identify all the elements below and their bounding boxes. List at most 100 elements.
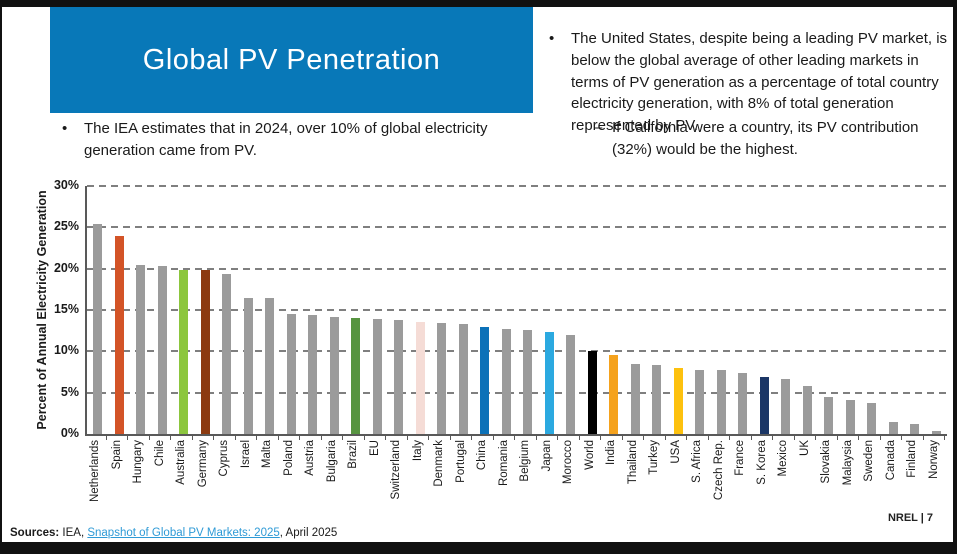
bar-belgium xyxy=(523,329,533,434)
x-tick xyxy=(881,436,902,440)
x-tick xyxy=(601,436,623,440)
bar-poland xyxy=(286,314,296,434)
bar-slot-netherlands xyxy=(87,186,109,434)
bar-norway xyxy=(931,430,941,434)
x-label-finland: Finland xyxy=(906,440,918,478)
bar-romania xyxy=(501,329,511,434)
sources-post: , April 2025 xyxy=(279,527,338,539)
x-label-switzerland: Switzerland xyxy=(390,440,402,500)
x-tick xyxy=(816,436,838,440)
bar-slot-portugal xyxy=(453,186,475,434)
x-label-portugal: Portugal xyxy=(454,440,467,483)
x-label-cell-uk: UK xyxy=(795,440,817,520)
x-label-cell-s-africa: S. Africa xyxy=(687,440,709,520)
bar-portugal xyxy=(458,324,468,434)
bar-finland xyxy=(910,424,920,434)
x-tick xyxy=(193,436,214,440)
bar-slot-canada xyxy=(883,186,905,434)
bar-slot-sweden xyxy=(861,186,883,434)
x-tick xyxy=(902,436,924,440)
x-label-cell-turkey: Turkey xyxy=(644,440,666,520)
sources-line: Sources: IEA, Snapshot of Global PV Mark… xyxy=(10,527,337,539)
x-label-cell-israel: Israel xyxy=(236,440,258,520)
bar-australia xyxy=(179,269,189,434)
x-tick xyxy=(408,436,429,440)
bar-denmark xyxy=(437,323,447,434)
bar-morocco xyxy=(566,334,576,434)
x-label-cell-portugal: Portugal xyxy=(451,440,473,520)
right-sub-bullet-item: – If California were a country, its PV c… xyxy=(594,117,956,161)
sources-link[interactable]: Snapshot of Global PV Markets: 2025 xyxy=(87,527,280,539)
x-label-eu: EU xyxy=(368,440,381,456)
x-tick xyxy=(171,436,193,440)
bar-slot-france xyxy=(732,186,754,434)
bar-slot-bulgaria xyxy=(324,186,346,434)
y-tick-label: 30% xyxy=(53,178,79,192)
gridline-25 xyxy=(87,226,947,229)
bar-cyprus xyxy=(222,273,232,434)
x-label-cell-denmark: Denmark xyxy=(429,440,451,520)
x-label-cell-switzerland: Switzerland xyxy=(386,440,408,520)
x-label-cell-s-korea: S. Korea xyxy=(752,440,774,520)
x-label-cell-poland: Poland xyxy=(279,440,301,520)
x-label-cell-spain: Spain xyxy=(107,440,129,520)
x-tick xyxy=(107,436,128,440)
y-tick-label: 10% xyxy=(53,343,79,358)
x-label-israel: Israel xyxy=(239,440,252,469)
bar-slot-thailand xyxy=(625,186,647,434)
x-tick xyxy=(709,436,730,440)
pv-penetration-bar-chart: Percent of Annual Electricity Generation… xyxy=(30,178,950,523)
sources-pre: IEA, xyxy=(59,527,88,539)
bar-malta xyxy=(265,297,275,434)
bar-slot-israel xyxy=(238,186,260,434)
bar-slot-austria xyxy=(302,186,324,434)
bar-sweden xyxy=(867,402,877,434)
bar-japan xyxy=(544,331,554,434)
y-tick-label: 15% xyxy=(53,302,79,316)
x-label-poland: Poland xyxy=(282,440,295,476)
x-label-slovakia: Slovakia xyxy=(820,440,832,484)
dash-marker: – xyxy=(594,119,603,136)
x-tick xyxy=(128,436,150,440)
x-label-cell-australia: Australia xyxy=(171,440,193,520)
x-label-cell-sweden: Sweden xyxy=(859,440,881,520)
x-label-usa: USA xyxy=(669,440,682,464)
bar-slot-switzerland xyxy=(388,186,410,434)
bar-israel xyxy=(243,297,253,434)
bar-slot-china xyxy=(474,186,496,434)
x-label-cell-chile: Chile xyxy=(150,440,172,520)
x-label-australia: Australia xyxy=(175,440,187,485)
x-label-cell-bulgaria: Bulgaria xyxy=(322,440,344,520)
x-label-morocco: Morocco xyxy=(562,440,574,485)
x-label-italy: Italy xyxy=(411,440,424,462)
x-label-japan: Japan xyxy=(540,440,553,472)
x-tick xyxy=(150,436,171,440)
bar-slot-romania xyxy=(496,186,518,434)
x-tick xyxy=(451,436,472,440)
bar-mexico xyxy=(781,379,791,434)
bar-slot-world xyxy=(582,186,604,434)
y-tick-label: 20% xyxy=(53,260,79,275)
x-tick xyxy=(730,436,752,440)
x-label-austria: Austria xyxy=(304,440,316,476)
x-label-thailand: Thailand xyxy=(626,440,639,485)
x-label-romania: Romania xyxy=(497,440,510,487)
bar-slot-s-africa xyxy=(689,186,711,434)
bar-eu xyxy=(372,319,382,434)
bar-malaysia xyxy=(845,400,855,434)
bar-slot-poland xyxy=(281,186,303,434)
x-tick xyxy=(386,436,408,440)
x-label-spain: Spain xyxy=(110,440,123,470)
x-label-cell-world: World xyxy=(580,440,602,520)
x-label-cell-thailand: Thailand xyxy=(623,440,645,520)
x-label-cell-netherlands: Netherlands xyxy=(85,440,107,520)
x-tick xyxy=(623,436,644,440)
bar-slot-slovakia xyxy=(818,186,840,434)
x-tick xyxy=(515,436,537,440)
bar-czech-rep- xyxy=(716,370,726,434)
x-tick xyxy=(773,436,795,440)
x-label-cell-usa: USA xyxy=(666,440,688,520)
x-label-cell-germany: Germany xyxy=(193,440,215,520)
x-label-cyprus: Cyprus xyxy=(218,440,230,477)
bar-france xyxy=(738,372,748,434)
